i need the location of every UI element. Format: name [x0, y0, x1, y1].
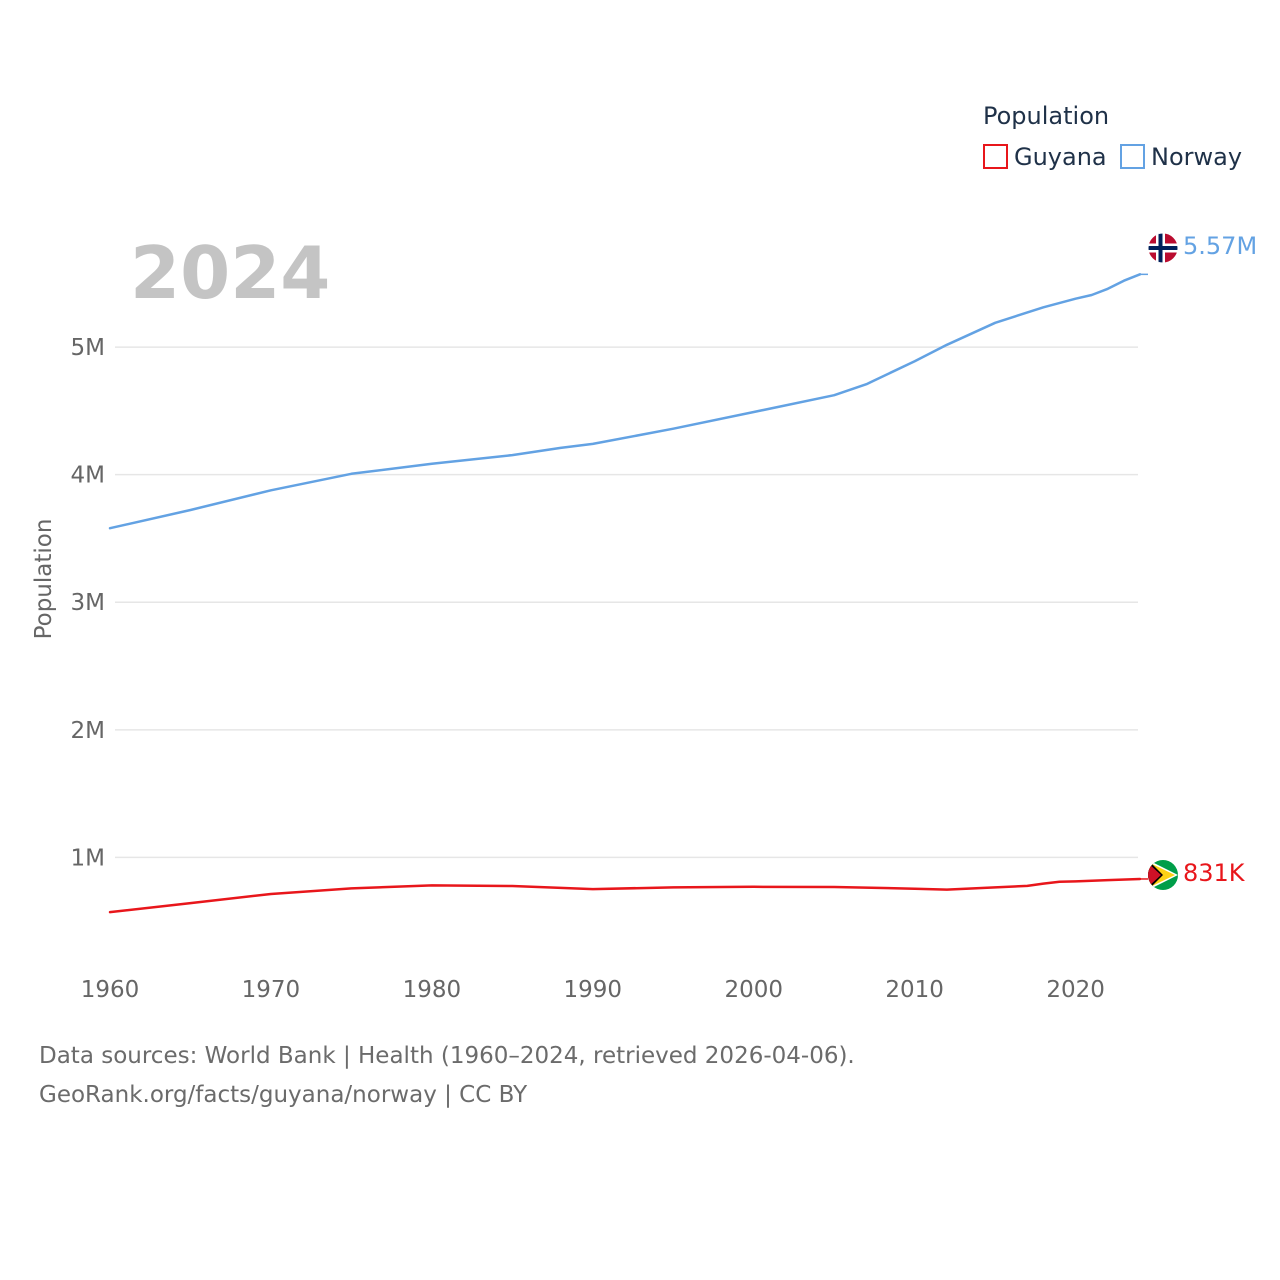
x-tick-label: 2020: [1046, 977, 1105, 1003]
y-tick-label: 4M: [71, 463, 105, 489]
x-tick-label: 2010: [885, 977, 944, 1003]
x-tick-label: 1970: [242, 977, 301, 1003]
data-sources-note: Data sources: World Bank | Health (1960–…: [39, 1043, 855, 1069]
legend-title: Population: [983, 102, 1109, 130]
series-line-norway[interactable]: [108, 273, 1142, 530]
norway-end-label: 5.57M: [1183, 232, 1257, 260]
legend-swatch-norway: [1120, 144, 1145, 169]
series-lines: [108, 273, 1148, 914]
series-line-guyana[interactable]: [108, 877, 1142, 914]
x-tick-label: 1960: [81, 977, 140, 1003]
y-axis-ticks: 1M 2M 3M 4M 5M: [71, 335, 105, 871]
x-tick-label: 1990: [564, 977, 623, 1003]
norway-flag-icon: [1147, 232, 1179, 264]
year-label: 2024: [130, 231, 330, 315]
legend-label-norway: Norway: [1151, 143, 1242, 171]
x-tick-label: 2000: [724, 977, 783, 1003]
guyana-end-label: 831K: [1183, 859, 1246, 887]
y-tick-label: 1M: [71, 845, 105, 871]
y-tick-label: 2M: [71, 718, 105, 744]
gridlines: [115, 346, 1138, 859]
legend-item-norway[interactable]: Norway: [1120, 143, 1242, 171]
source-url[interactable]: GeoRank.org/facts/guyana/norway | CC BY: [39, 1082, 528, 1108]
y-axis-label: Population: [31, 519, 57, 640]
y-tick-label: 5M: [71, 335, 105, 361]
x-tick-label: 1980: [403, 977, 462, 1003]
legend-item-guyana[interactable]: Guyana: [983, 143, 1107, 171]
guyana-flag-icon: [1148, 860, 1178, 890]
y-tick-label: 3M: [71, 590, 105, 616]
x-axis-ticks: 1960 1970 1980 1990 2000 2010 2020: [81, 977, 1105, 1003]
legend-label-guyana: Guyana: [1014, 143, 1107, 171]
legend-swatch-guyana: [983, 144, 1008, 169]
